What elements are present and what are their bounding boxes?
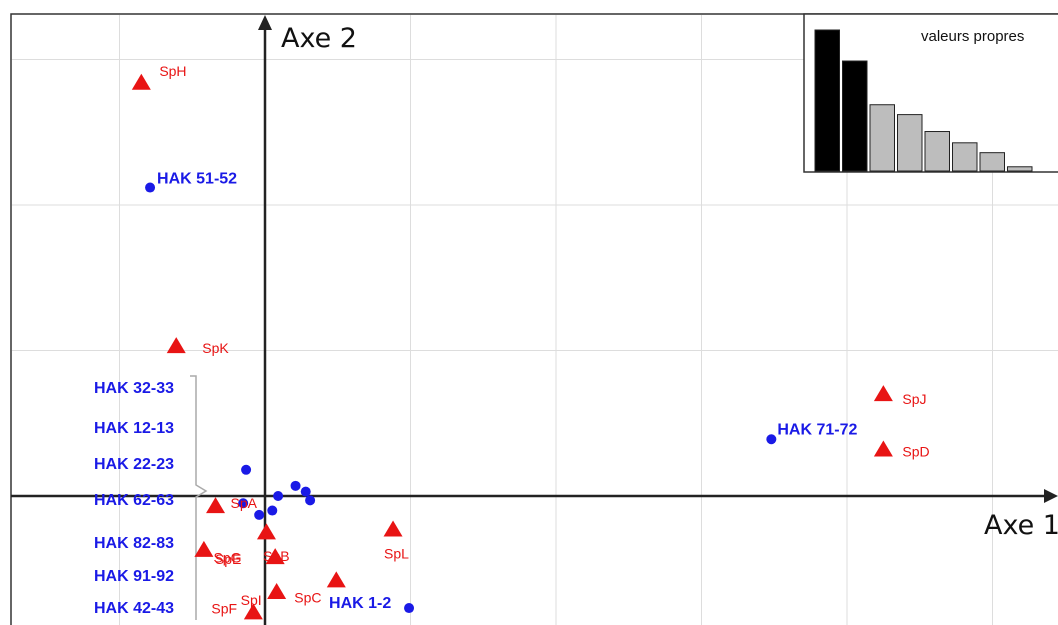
species-point-label: SpE <box>215 551 241 567</box>
site-point <box>404 603 415 614</box>
eigenvalue-bar <box>842 60 868 172</box>
bracket-line <box>190 375 208 620</box>
site-point <box>145 182 156 193</box>
eigenvalue-bar <box>952 142 978 172</box>
eigenvalue-bar <box>979 152 1005 172</box>
site-group-label: HAK 32-33 <box>94 380 174 397</box>
eigenvalue-bar <box>869 104 895 172</box>
data-points: HAK 51-52 HAK 71-72 HAK 1-2 SpH SpK SpJ SpD SpA… <box>131 63 930 620</box>
eigenvalue-inset: valeurs propres <box>803 13 1058 173</box>
eigenvalue-bar <box>924 131 950 172</box>
site-group-label: HAK 82-83 <box>94 535 174 552</box>
species-point <box>267 583 287 600</box>
site-group-bracket <box>190 375 208 620</box>
species-point <box>194 540 214 557</box>
site-group-label: HAK 42-43 <box>94 600 174 617</box>
species-point-label: SpJ <box>902 391 926 407</box>
species-point <box>873 385 893 402</box>
inset-title: valeurs propres <box>921 28 1024 45</box>
site-point <box>766 434 777 445</box>
site-group-label: HAK 62-63 <box>94 492 174 509</box>
site-point <box>305 495 316 506</box>
x-axis-title: Axe 1 <box>984 510 1058 541</box>
eigenvalue-bar <box>814 29 840 172</box>
site-point <box>267 505 278 516</box>
species-point-label: SpB <box>263 548 289 564</box>
species-point-label: SpC <box>294 589 321 605</box>
site-point-label: HAK 51-52 <box>157 171 237 188</box>
inset-bars <box>814 29 1033 172</box>
species-point <box>256 523 276 540</box>
species-point <box>131 73 151 90</box>
site-group-label: HAK 91-92 <box>94 568 174 585</box>
site-point-label: HAK 71-72 <box>777 421 857 438</box>
site-point <box>254 509 265 520</box>
site-point <box>290 480 301 491</box>
species-point <box>265 548 285 565</box>
eigenvalue-bar <box>897 114 923 172</box>
x-axis-arrowhead <box>1044 489 1058 503</box>
species-point <box>873 440 893 457</box>
species-point <box>166 337 186 354</box>
species-point-label: SpF <box>211 600 237 616</box>
site-point <box>300 486 311 497</box>
site-group-label: HAK 22-23 <box>94 456 174 473</box>
site-group-label: HAK 12-13 <box>94 420 174 437</box>
species-point <box>383 520 403 537</box>
site-point <box>273 491 284 501</box>
species-point-label: SpI <box>241 592 262 608</box>
species-point <box>326 571 346 588</box>
site-point <box>238 498 249 509</box>
species-point-label: SpL <box>384 545 409 561</box>
y-axis-title: Axe 2 <box>281 23 357 54</box>
axes: Axe 2 Axe 1 <box>11 15 1058 625</box>
eigenvalue-bar <box>1007 166 1033 172</box>
y-axis-arrowhead <box>258 15 272 30</box>
species-point-label: SpH <box>159 63 186 79</box>
site-point <box>241 464 252 475</box>
site-group-labels: HAK 32-33 HAK 12-13 HAK 22-23 HAK 62-63 HAK … <box>94 380 174 617</box>
species-point-label: SpG <box>213 549 241 565</box>
species-point-label: SpD <box>902 443 929 459</box>
species-point <box>206 497 226 514</box>
species-point-label: SpK <box>202 340 229 356</box>
species-point-label: SpA <box>231 495 258 511</box>
site-point-label: HAK 1-2 <box>329 595 391 612</box>
species-point <box>243 603 263 620</box>
